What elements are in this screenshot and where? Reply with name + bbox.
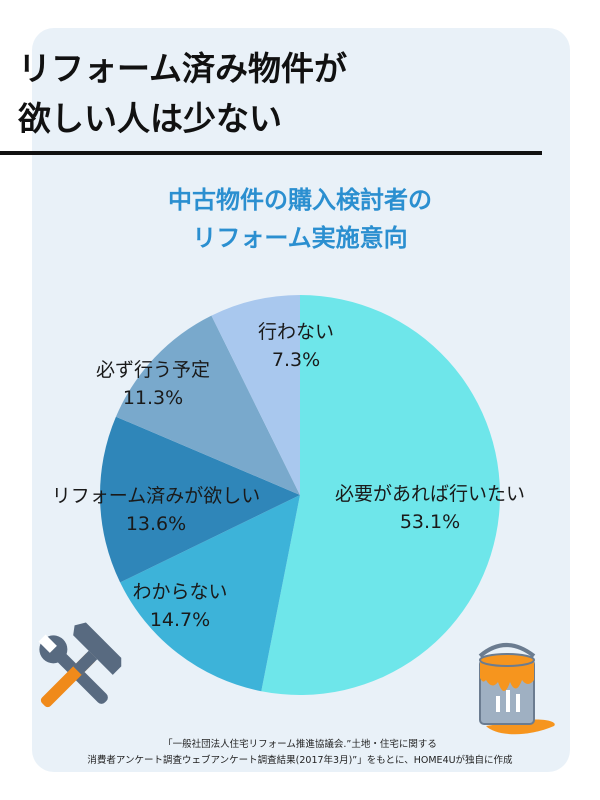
pie-slice-0 bbox=[261, 295, 501, 696]
pie-slice-3 bbox=[115, 315, 300, 495]
slice-label-0: 必要があれば行いたい 53.1% bbox=[300, 480, 560, 536]
chart-title: 中古物件の購入検討者の リフォーム実施意向 bbox=[168, 186, 432, 252]
paint-can-icon bbox=[478, 643, 555, 735]
pie-slice-1 bbox=[120, 495, 300, 692]
headline: リフォーム済み物件が 欲しい人は少ない bbox=[18, 49, 348, 138]
slice-label-1: わからない 14.7% bbox=[95, 578, 265, 634]
slice-percent: 53.1% bbox=[399, 511, 461, 533]
slice-name: 行わない bbox=[257, 321, 334, 343]
slice-label-3: 必ず行う予定 11.3% bbox=[68, 356, 238, 412]
slice-label-2: リフォーム済みが欲しい 13.6% bbox=[22, 482, 290, 538]
slice-label-4: 行わない 7.3% bbox=[236, 318, 356, 374]
slice-name: リフォーム済みが欲しい bbox=[51, 485, 261, 507]
headline-divider bbox=[0, 151, 542, 155]
slice-percent: 11.3% bbox=[122, 387, 184, 409]
slice-percent: 13.6% bbox=[125, 513, 187, 535]
hammer-wrench-icon bbox=[38, 622, 122, 708]
slice-percent: 14.7% bbox=[149, 609, 211, 631]
slice-name: 必ず行う予定 bbox=[95, 359, 210, 381]
pie-slice-2 bbox=[99, 416, 300, 583]
source-note: 「一般社団法人住宅リフォーム推進協議会.”土地・住宅に関する 消費者アンケート調… bbox=[87, 739, 513, 766]
slice-percent: 7.3% bbox=[271, 349, 321, 371]
slice-name: わからない bbox=[132, 581, 228, 603]
pie-slice-4 bbox=[211, 295, 300, 495]
slice-name: 必要があれば行いたい bbox=[334, 483, 525, 505]
